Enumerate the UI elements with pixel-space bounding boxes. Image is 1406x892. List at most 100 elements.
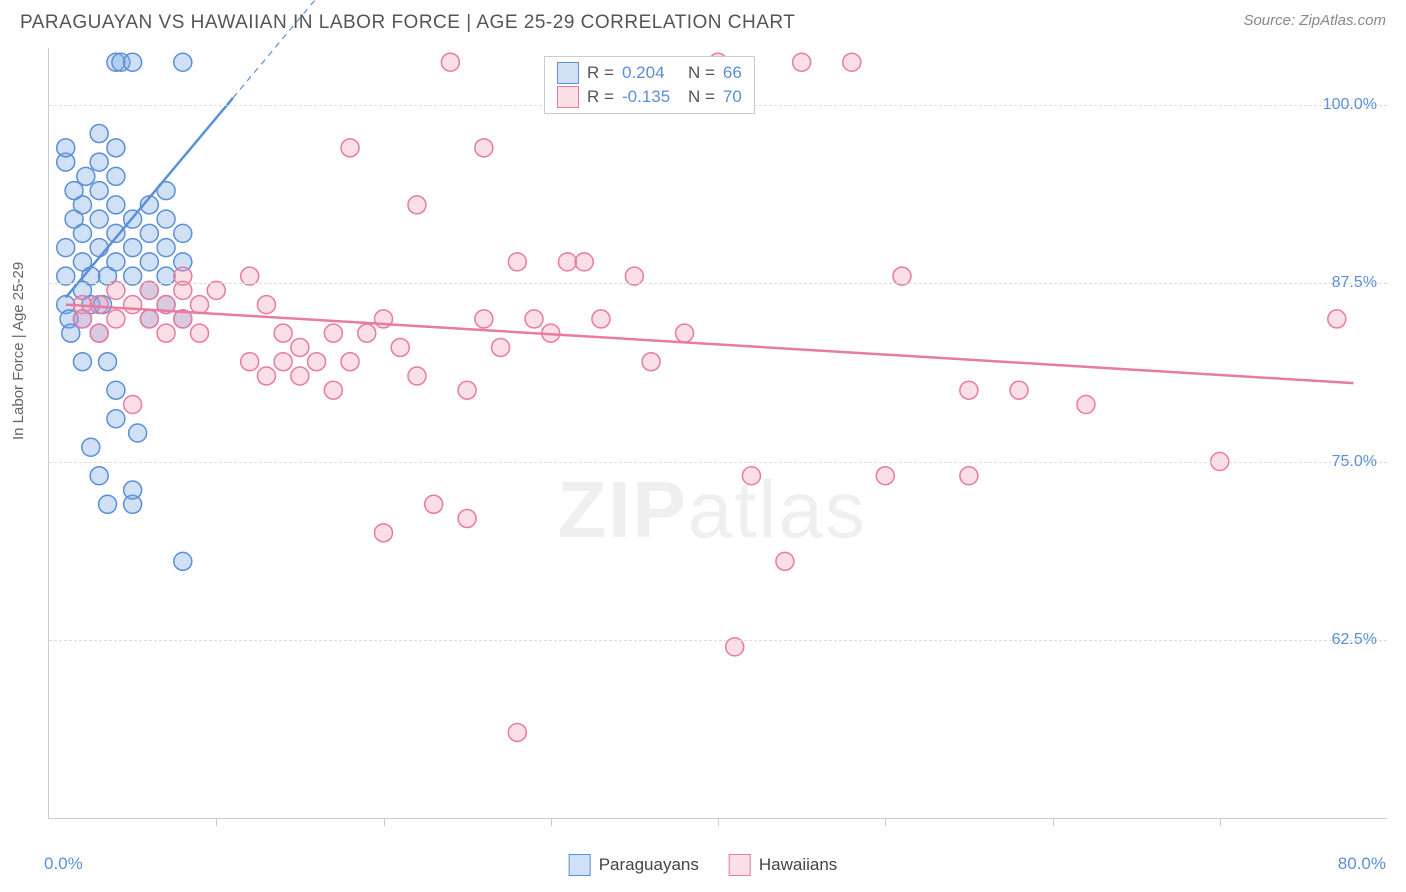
data-point bbox=[960, 467, 978, 485]
legend-label: Paraguayans bbox=[599, 855, 699, 875]
data-point bbox=[274, 324, 292, 342]
data-point bbox=[876, 467, 894, 485]
data-point bbox=[157, 210, 175, 228]
y-tick-label: 87.5% bbox=[1332, 274, 1377, 292]
data-point bbox=[241, 353, 259, 371]
x-tick bbox=[384, 818, 385, 826]
data-point bbox=[90, 182, 108, 200]
x-tick bbox=[551, 818, 552, 826]
data-point bbox=[642, 353, 660, 371]
data-point bbox=[324, 381, 342, 399]
data-point bbox=[129, 424, 147, 442]
data-point bbox=[57, 139, 75, 157]
data-point bbox=[90, 210, 108, 228]
data-point bbox=[90, 239, 108, 257]
data-point bbox=[425, 495, 443, 513]
chart-title: PARAGUAYAN VS HAWAIIAN IN LABOR FORCE | … bbox=[20, 12, 795, 34]
correlation-legend: R =0.204N =66R =-0.135N =70 bbox=[544, 56, 755, 114]
data-point bbox=[291, 367, 309, 385]
y-tick-label: 75.0% bbox=[1332, 453, 1377, 471]
data-point bbox=[492, 338, 510, 356]
data-point bbox=[408, 196, 426, 214]
data-point bbox=[558, 253, 576, 271]
data-point bbox=[358, 324, 376, 342]
legend-n-value: 66 bbox=[723, 63, 742, 83]
legend-label: Hawaiians bbox=[759, 855, 837, 875]
gridline-h bbox=[49, 640, 1387, 641]
x-axis-max-label: 80.0% bbox=[1338, 854, 1386, 874]
chart-header: PARAGUAYAN VS HAWAIIAN IN LABOR FORCE | … bbox=[0, 0, 1406, 42]
data-point bbox=[1010, 381, 1028, 399]
legend-n-label: N = bbox=[688, 63, 715, 83]
legend-r-value: 0.204 bbox=[622, 63, 680, 83]
data-point bbox=[124, 53, 142, 71]
data-point bbox=[592, 310, 610, 328]
data-point bbox=[99, 353, 117, 371]
legend-swatch bbox=[557, 62, 579, 84]
data-point bbox=[107, 224, 125, 242]
data-point bbox=[90, 153, 108, 171]
x-tick bbox=[1053, 818, 1054, 826]
data-point bbox=[107, 139, 125, 157]
data-point bbox=[291, 338, 309, 356]
data-point bbox=[274, 353, 292, 371]
data-point bbox=[458, 381, 476, 399]
y-tick-label: 100.0% bbox=[1323, 96, 1377, 114]
data-point bbox=[107, 253, 125, 271]
data-point bbox=[508, 253, 526, 271]
data-point bbox=[82, 438, 100, 456]
legend-n-label: N = bbox=[688, 87, 715, 107]
data-point bbox=[73, 224, 91, 242]
x-axis-min-label: 0.0% bbox=[44, 854, 83, 874]
data-point bbox=[257, 367, 275, 385]
data-point bbox=[408, 367, 426, 385]
data-point bbox=[107, 381, 125, 399]
data-point bbox=[124, 239, 142, 257]
data-point bbox=[391, 338, 409, 356]
data-point bbox=[475, 139, 493, 157]
chart-source: Source: ZipAtlas.com bbox=[1243, 12, 1386, 29]
data-point bbox=[73, 196, 91, 214]
data-point bbox=[525, 310, 543, 328]
series-legend: Paraguayans Hawaiians bbox=[569, 854, 838, 876]
chart-plot-area: R =0.204N =66R =-0.135N =70 ZIPatlas 62.… bbox=[48, 48, 1387, 819]
data-point bbox=[960, 381, 978, 399]
data-point bbox=[107, 167, 125, 185]
scatter-svg bbox=[49, 48, 1387, 818]
data-point bbox=[458, 510, 476, 528]
data-point bbox=[140, 224, 158, 242]
legend-r-value: -0.135 bbox=[622, 87, 680, 107]
data-point bbox=[107, 196, 125, 214]
data-point bbox=[308, 353, 326, 371]
data-point bbox=[508, 723, 526, 741]
data-point bbox=[191, 324, 209, 342]
data-point bbox=[140, 310, 158, 328]
data-point bbox=[77, 167, 95, 185]
legend-swatch bbox=[557, 86, 579, 108]
data-point bbox=[475, 310, 493, 328]
legend-row: R =0.204N =66 bbox=[557, 61, 742, 85]
legend-swatch bbox=[569, 854, 591, 876]
data-point bbox=[324, 324, 342, 342]
data-point bbox=[575, 253, 593, 271]
data-point bbox=[73, 353, 91, 371]
data-point bbox=[107, 310, 125, 328]
data-point bbox=[157, 324, 175, 342]
legend-item: Hawaiians bbox=[729, 854, 837, 876]
legend-swatch bbox=[729, 854, 751, 876]
data-point bbox=[191, 296, 209, 314]
gridline-h bbox=[49, 283, 1387, 284]
data-point bbox=[174, 552, 192, 570]
data-point bbox=[676, 324, 694, 342]
data-point bbox=[107, 410, 125, 428]
data-point bbox=[174, 53, 192, 71]
legend-item: Paraguayans bbox=[569, 854, 699, 876]
data-point bbox=[375, 524, 393, 542]
x-tick bbox=[718, 818, 719, 826]
x-tick bbox=[216, 818, 217, 826]
data-point bbox=[124, 395, 142, 413]
data-point bbox=[793, 53, 811, 71]
x-tick bbox=[885, 818, 886, 826]
data-point bbox=[257, 296, 275, 314]
data-point bbox=[90, 324, 108, 342]
